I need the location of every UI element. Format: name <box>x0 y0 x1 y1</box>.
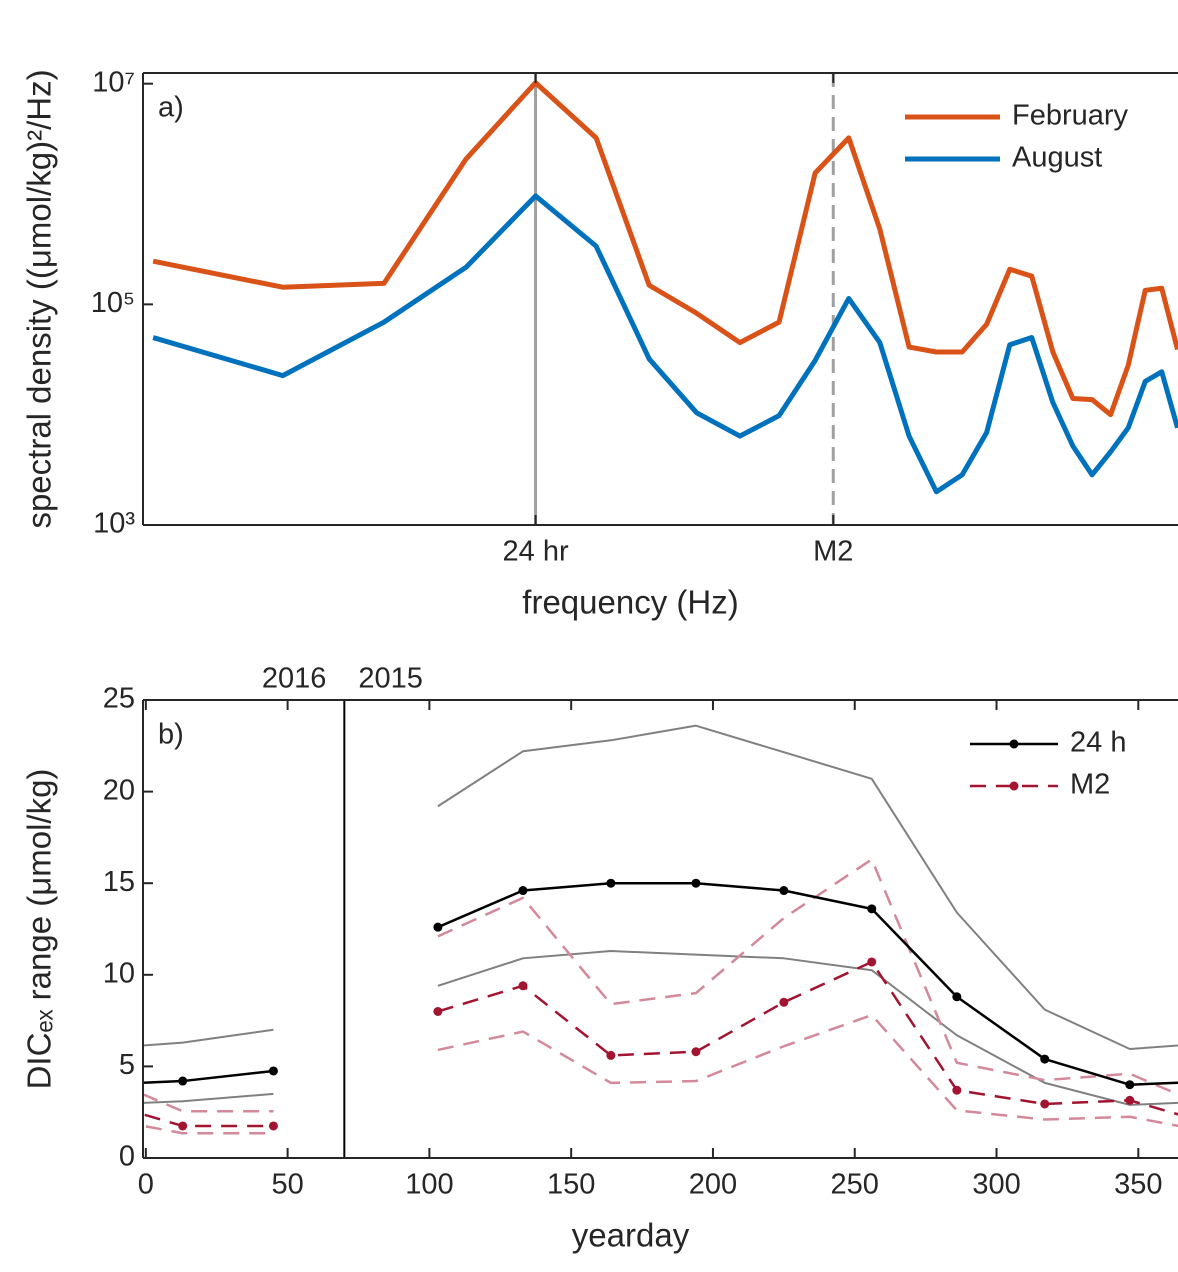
x-tick-label: 300 <box>972 1169 1020 1201</box>
panel-label: a) <box>158 92 184 124</box>
series-line <box>143 881 1178 1086</box>
marker <box>1040 1099 1050 1109</box>
x-tick-label: 100 <box>405 1169 453 1201</box>
y-axis-title: spectral density ((μmol/kg)²/Hz) <box>21 69 58 528</box>
y-tick-label: 5 <box>119 1049 135 1081</box>
marker <box>1125 1080 1135 1090</box>
y-tick-label: 15 <box>103 866 135 898</box>
marker <box>178 1121 188 1131</box>
y-axis-title: DICₑₓ range (μmol/kg) <box>21 769 58 1090</box>
marker <box>867 904 877 914</box>
plot-area <box>90 724 1178 1135</box>
legend-marker <box>1009 739 1019 749</box>
marker <box>691 878 701 888</box>
y-tick-label: 25 <box>103 683 135 715</box>
x-tick-label: 350 <box>1114 1169 1162 1201</box>
x-tick-label: M2 <box>813 536 853 568</box>
x-axis-title: frequency (Hz) <box>522 584 738 621</box>
legend-marker <box>1009 781 1019 791</box>
marker <box>952 992 962 1002</box>
x-tick-label: 24 hr <box>503 536 569 568</box>
series-line <box>152 193 1178 495</box>
marker <box>691 1047 701 1057</box>
marker <box>178 1076 188 1086</box>
x-tick-label: 250 <box>831 1169 879 1201</box>
marker <box>90 1096 99 1105</box>
x-tick-label: 150 <box>547 1169 595 1201</box>
panel-label: b) <box>158 719 184 751</box>
y-tick-label: 10⁵ <box>91 287 135 319</box>
legend-label: M2 <box>1070 769 1110 801</box>
marker <box>1040 1054 1050 1064</box>
year-label: 2015 <box>358 663 423 695</box>
series-line <box>152 80 1178 418</box>
y-tick-label: 10³ <box>93 508 135 540</box>
series-line <box>143 949 1178 1106</box>
marker <box>606 878 616 888</box>
marker <box>606 1050 616 1060</box>
marker <box>1125 1095 1135 1105</box>
marker <box>779 997 789 1007</box>
x-tick-label: 0 <box>138 1169 154 1201</box>
marker <box>90 1080 99 1089</box>
marker <box>518 886 528 896</box>
series-line <box>143 724 1178 1050</box>
marker <box>268 1121 278 1131</box>
legend-label: August <box>1012 142 1102 174</box>
y-tick-label: 10 <box>103 957 135 989</box>
legend-label: February <box>1012 100 1129 132</box>
series-line <box>143 858 1178 1113</box>
y-tick-label: 0 <box>119 1141 135 1173</box>
marker <box>433 1006 443 1016</box>
year-label: 2016 <box>262 663 327 695</box>
marker <box>518 981 528 991</box>
legend-label: 24 h <box>1070 727 1126 759</box>
x-axis-title: yearday <box>572 1217 690 1254</box>
marker <box>779 886 789 896</box>
y-tick-label: 10⁷ <box>92 66 135 98</box>
series-line <box>143 960 1178 1128</box>
x-tick-label: 200 <box>689 1169 737 1201</box>
y-tick-label: 20 <box>103 774 135 806</box>
marker <box>268 1066 278 1076</box>
marker <box>433 922 443 932</box>
plot-area <box>152 80 1178 495</box>
marker <box>867 957 877 967</box>
x-tick-label: 50 <box>271 1169 303 1201</box>
marker <box>952 1085 962 1095</box>
series-line <box>143 1013 1178 1135</box>
